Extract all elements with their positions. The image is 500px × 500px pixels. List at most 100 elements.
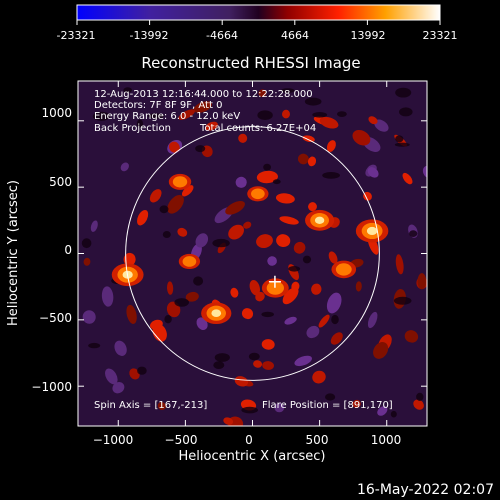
dark-feature: [257, 110, 273, 120]
ring-feature: [262, 361, 274, 370]
ring-feature: [181, 185, 194, 197]
source-mid: [182, 256, 197, 267]
ring-feature: [82, 310, 96, 324]
dark-feature: [302, 255, 312, 264]
y-tick-label-2: 500: [49, 175, 72, 189]
dark-feature: [263, 163, 271, 171]
ring-feature: [374, 119, 389, 132]
y-tick-label-3: 0: [64, 243, 72, 257]
ring-feature: [223, 417, 234, 425]
source-mid: [251, 188, 265, 200]
ring-feature: [426, 335, 439, 347]
ring-feature: [178, 109, 195, 120]
ring-feature: [205, 121, 218, 131]
dark-feature: [241, 406, 258, 414]
ring-feature: [157, 401, 166, 411]
dark-feature: [92, 111, 110, 121]
ring-feature: [274, 403, 285, 413]
ring-feature: [417, 273, 427, 290]
dark-feature: [390, 410, 397, 418]
source-core: [314, 216, 325, 224]
ring-feature: [276, 234, 291, 248]
dark-feature: [147, 113, 165, 119]
x-tick-label-4: 500: [306, 433, 329, 447]
axis-ticks: [78, 81, 427, 426]
dark-feature: [261, 311, 275, 318]
ring-feature: [185, 291, 199, 302]
dark-feature: [272, 179, 281, 185]
ring-feature: [367, 167, 379, 178]
dark-feature: [123, 87, 132, 93]
dark-feature: [312, 112, 328, 118]
colorbar-tick-label-4: 4664: [281, 29, 309, 42]
colorbar-tick-label-3: -4664: [206, 29, 238, 42]
ring-feature: [177, 227, 188, 237]
source-core: [211, 309, 222, 317]
dark-feature: [159, 205, 169, 214]
ring-feature: [249, 279, 260, 296]
ring-feature: [101, 286, 114, 307]
ring-feature: [352, 399, 361, 408]
ring-feature: [241, 308, 254, 320]
ring-feature: [306, 325, 320, 339]
ring-feature: [225, 200, 245, 215]
flare-position-text: Flare Position = [891,170]: [262, 400, 393, 411]
ring-feature: [404, 330, 419, 343]
y-tick-label-1: 1000: [41, 106, 72, 120]
y-tick-label-4: −500: [39, 311, 72, 325]
dark-feature: [212, 238, 230, 248]
source-mid: [266, 281, 284, 295]
ring-feature: [287, 466, 303, 474]
dark-feature: [337, 111, 347, 117]
dark-feature: [416, 392, 424, 401]
dark-feature: [248, 352, 260, 361]
dark-feature: [409, 230, 418, 238]
ring-feature: [302, 135, 315, 143]
ring-feature: [395, 254, 404, 275]
dark-feature: [195, 145, 206, 153]
ring-feature: [253, 360, 263, 368]
ring-feature: [297, 153, 309, 165]
ring-feature: [112, 382, 125, 394]
dark-feature: [281, 88, 295, 93]
colorbar-ticks: [76, 20, 441, 25]
dark-feature: [331, 314, 339, 325]
colorbar: [76, 4, 441, 21]
y-tick-label-5: −1000: [31, 380, 72, 394]
source-mid: [335, 263, 352, 276]
dark-feature: [399, 107, 413, 117]
x-axis-label: Heliocentric X (arcsec): [179, 449, 326, 464]
ring-feature: [312, 370, 326, 384]
ring-feature: [114, 340, 127, 356]
chart-title: Reconstructed RHESSI Image: [141, 54, 360, 72]
ring-feature: [228, 224, 244, 240]
ring-feature: [243, 221, 252, 229]
ring-feature: [166, 281, 174, 295]
dark-feature: [136, 119, 144, 129]
ring-feature: [83, 257, 91, 266]
energy-range-text: Energy Range: 6.0 - 12.0 keV: [94, 111, 240, 122]
dark-feature: [164, 315, 172, 324]
ring-feature: [373, 341, 389, 359]
colorbar-tick-label-2: -13992: [130, 29, 169, 42]
ring-feature: [457, 242, 467, 262]
time-range-text: 12-Aug-2013 12:16:44.000 to 12:22:28.000: [94, 89, 313, 100]
ring-feature: [413, 399, 424, 410]
y-axis-label: Heliocentric Y (arcsec): [6, 180, 21, 326]
dark-feature: [288, 266, 301, 272]
dark-feature: [88, 342, 101, 349]
ring-feature: [308, 202, 317, 212]
ring-feature: [328, 251, 338, 264]
ring-feature: [234, 376, 249, 387]
ring-feature: [307, 156, 317, 167]
dark-feature: [213, 361, 225, 369]
ring-feature: [193, 101, 212, 113]
ring-feature: [150, 319, 163, 330]
ring-feature: [267, 256, 277, 266]
ring-feature: [281, 109, 291, 119]
ring-feature: [319, 116, 339, 129]
colorbar-tick-label-6: 23321: [423, 29, 458, 42]
dark-feature: [395, 87, 412, 98]
colorbar-tick-label-5: 13992: [351, 29, 386, 42]
ring-feature: [293, 241, 306, 254]
